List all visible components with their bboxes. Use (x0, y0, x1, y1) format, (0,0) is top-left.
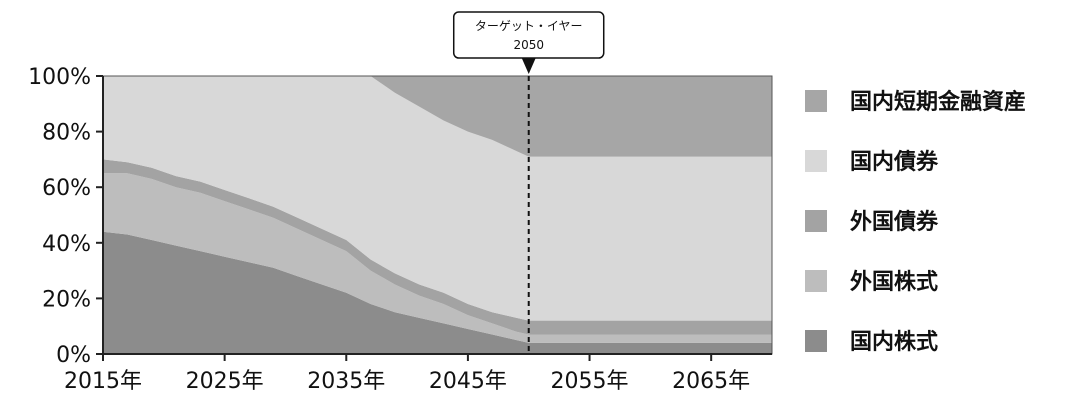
area-series-0 (103, 231, 772, 354)
x-tick-label: 2045年 (429, 369, 507, 394)
area-series-1 (103, 173, 772, 343)
legend-swatch (805, 210, 827, 232)
target-callout-label: ターゲット・イヤー (475, 19, 583, 33)
y-tick-label: 20% (42, 287, 91, 312)
x-tick-label: 2065年 (672, 369, 750, 394)
legend-label: 国内債券 (850, 149, 939, 175)
x-tick-label: 2055年 (551, 369, 629, 394)
legend-label: 外国債券 (850, 209, 939, 235)
x-tick-label: 2035年 (307, 369, 385, 394)
x-tick-label: 2015年 (64, 369, 142, 394)
legend-label: 国内株式 (850, 330, 938, 355)
area-series-3 (103, 76, 772, 321)
y-tick-label: 60% (42, 176, 91, 201)
legend-swatch (805, 90, 827, 112)
legend-label: 国内短期金融資産 (850, 89, 1026, 115)
target-year-marker: ターゲット・イヤー 2050 (452, 11, 605, 354)
legend-label: 外国株式 (850, 269, 938, 295)
y-tick-label: 80% (42, 121, 91, 146)
axes-group: 0% 20% 40% 60% 80% 100% 2015年 2025年 2035年 2045年 20… (28, 65, 772, 394)
y-tick-label: 40% (42, 232, 91, 257)
target-callout-year: 2050 (513, 38, 544, 52)
legend-swatch (805, 330, 827, 352)
area-series-2 (103, 159, 772, 335)
x-tick-label: 2025年 (186, 369, 264, 394)
y-tick-label: 100% (28, 65, 91, 90)
area-series-4 (103, 76, 772, 157)
area-series-group (103, 76, 772, 354)
target-callout-pointer (521, 58, 536, 74)
legend-swatch (805, 150, 827, 172)
y-tick-label: 0% (56, 343, 91, 368)
legend-swatch (805, 270, 827, 292)
